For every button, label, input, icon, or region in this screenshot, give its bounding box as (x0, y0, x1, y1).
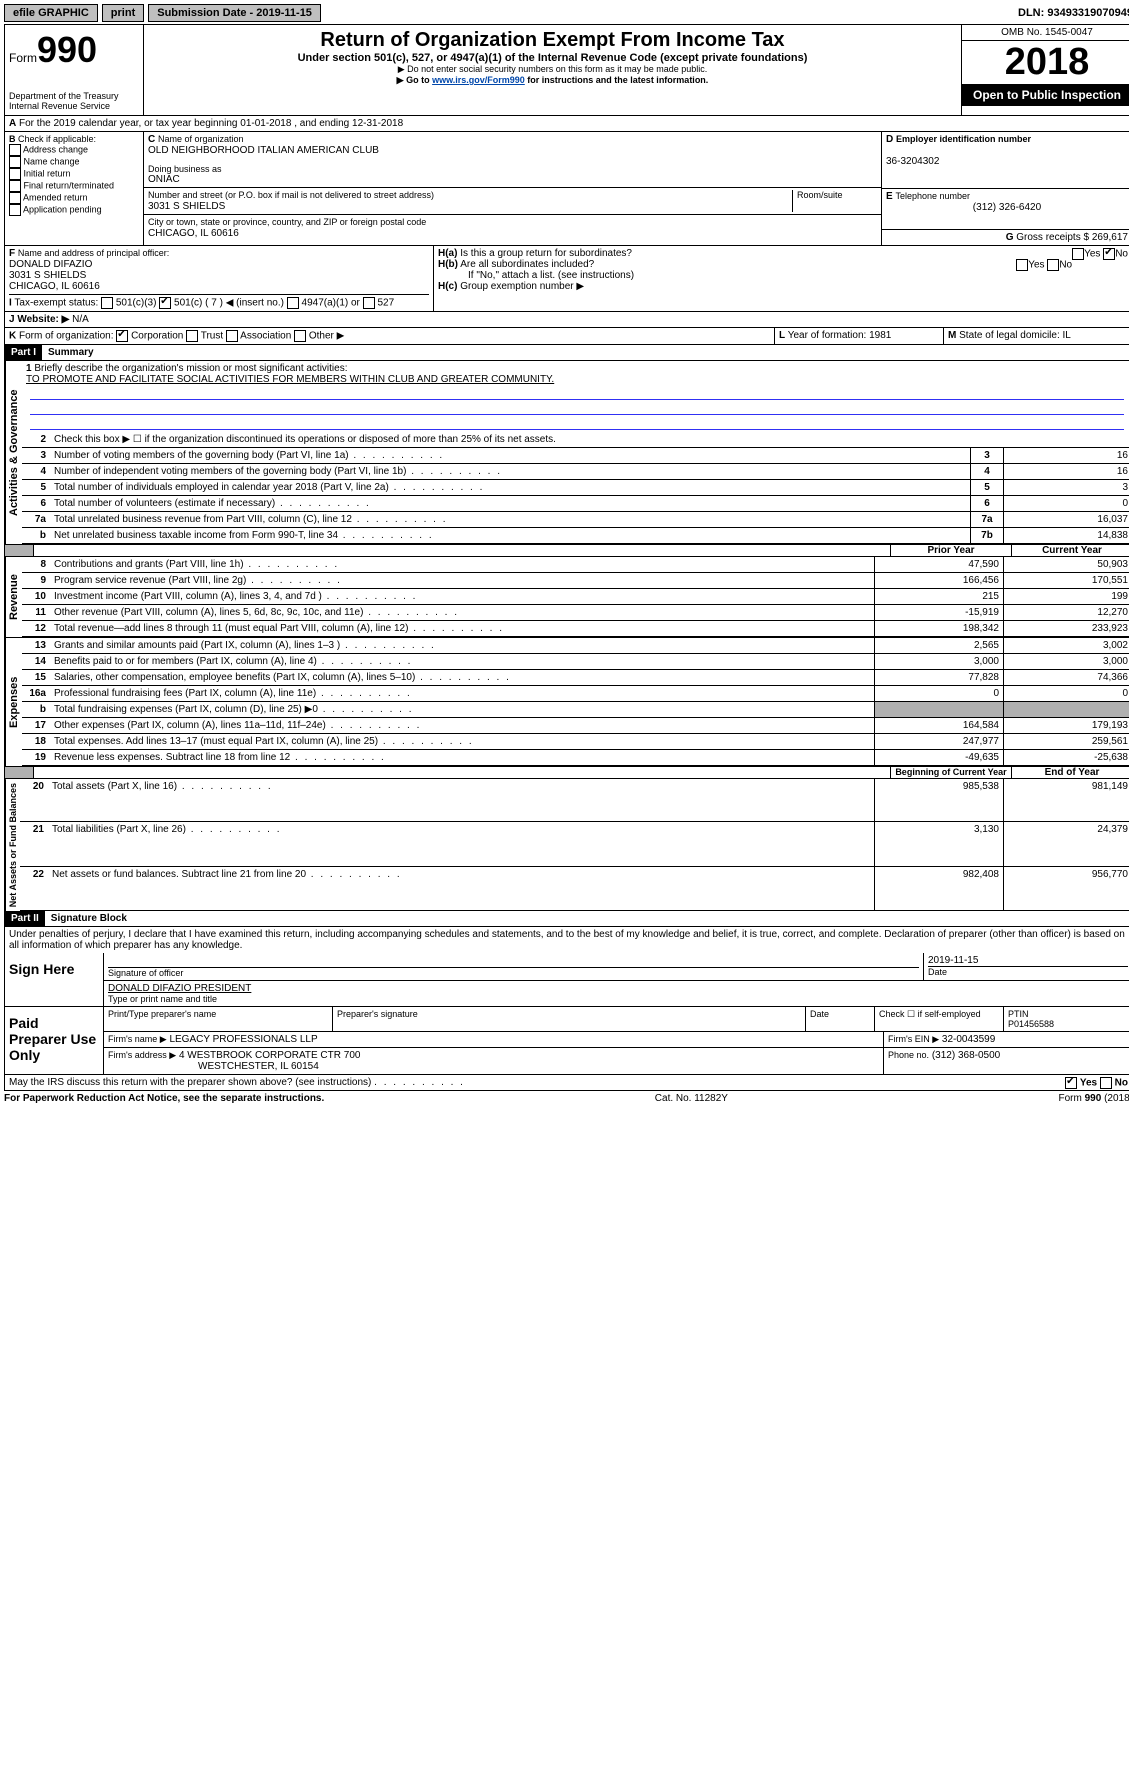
open-public: Open to Public Inspection (962, 84, 1129, 106)
note1: ▶ Do not enter social security numbers o… (148, 64, 957, 75)
gross-receipts: 269,617 (1092, 232, 1128, 243)
firm-addr2: WESTCHESTER, IL 60154 (108, 1061, 319, 1072)
501c-cb[interactable] (159, 297, 171, 309)
sig-date: 2019-11-15 (928, 955, 978, 966)
dln: DLN: 93493319070949 (1018, 7, 1129, 19)
officer-typed: DONALD DIFAZIO PRESIDENT (108, 983, 251, 994)
form-title: Return of Organization Exempt From Incom… (148, 29, 957, 52)
part1-header: Part I Summary (5, 345, 1129, 361)
net-assets-section: Net Assets or Fund Balances 20Total asse… (5, 778, 1129, 911)
firm-addr1: 4 WESTBROOK CORPORATE CTR 700 (179, 1050, 361, 1061)
city: CHICAGO, IL 60616 (148, 228, 239, 239)
note2-pre: ▶ Go to (397, 75, 432, 85)
irs: Internal Revenue Service (9, 101, 139, 111)
declaration: Under penalties of perjury, I declare th… (5, 927, 1129, 953)
name-change-cb[interactable] (9, 156, 21, 168)
org-name: OLD NEIGHBORHOOD ITALIAN AMERICAN CLUB (148, 145, 379, 156)
topbar: efile GRAPHIC print Submission Date - 20… (4, 4, 1129, 22)
dept: Department of the Treasury (9, 91, 139, 101)
efile-btn[interactable]: efile GRAPHIC (4, 4, 98, 22)
addr-change-cb[interactable] (9, 144, 21, 156)
header: Form990 Department of the Treasury Inter… (5, 25, 1129, 116)
box-klm: K Form of organization: Corporation Trus… (5, 328, 1129, 345)
street: 3031 S SHIELDS (148, 201, 225, 212)
year-formed: 1981 (869, 330, 891, 341)
omb: OMB No. 1545-0047 (962, 25, 1129, 41)
boxes-bcdeg: B Check if applicable: Address change Na… (5, 132, 1129, 246)
501c3-cb[interactable] (101, 297, 113, 309)
initial-cb[interactable] (9, 168, 21, 180)
note2-post: for instructions and the latest informat… (525, 75, 709, 85)
phone: (312) 326-6420 (886, 202, 1128, 213)
mission: TO PROMOTE AND FACILITATE SOCIAL ACTIVIT… (26, 374, 554, 385)
note2-link[interactable]: www.irs.gov/Form990 (432, 75, 525, 85)
sign-here-block: Sign Here Signature of officer 2019-11-1… (5, 953, 1129, 1007)
domicile: IL (1063, 330, 1071, 341)
firm-phone: (312) 368-0500 (932, 1050, 1000, 1061)
governance-section: Activities & Governance 1 Briefly descri… (5, 361, 1129, 544)
website: N/A (72, 314, 89, 325)
corp-cb[interactable] (116, 330, 128, 342)
officer-name: DONALD DIFAZIO (9, 259, 92, 270)
form-number: 990 (37, 29, 97, 70)
discuss-row: May the IRS discuss this return with the… (5, 1075, 1129, 1090)
paid-preparer-block: Paid Preparer Use Only Print/Type prepar… (5, 1007, 1129, 1075)
527-cb[interactable] (363, 297, 375, 309)
tax-year: 2018 (962, 41, 1129, 84)
part2-header: Part II Signature Block (5, 911, 1129, 927)
form-label: Form (9, 51, 37, 65)
ein: 36-3204302 (886, 156, 939, 167)
boxes-fhi: F Name and address of principal officer:… (5, 246, 1129, 312)
pending-cb[interactable] (9, 204, 21, 216)
period-a: A For the 2019 calendar year, or tax yea… (5, 116, 1129, 132)
print-btn[interactable]: print (102, 4, 144, 22)
amended-cb[interactable] (9, 192, 21, 204)
footer: For Paperwork Reduction Act Notice, see … (4, 1091, 1129, 1106)
firm-ein: 32-0043599 (942, 1034, 995, 1045)
dba: ONIAC (148, 174, 180, 185)
gov-table: 2Check this box ▶ ☐ if the organization … (22, 432, 1129, 448)
firm-name: LEGACY PROFESSIONALS LLP (169, 1034, 317, 1045)
ptin: P01456588 (1008, 1019, 1054, 1029)
discuss-no-cb[interactable] (1100, 1077, 1112, 1089)
expenses-section: Expenses 13Grants and similar amounts pa… (5, 637, 1129, 766)
form-footer-right: Form 990 (2018) (1059, 1093, 1129, 1104)
subdate-btn: Submission Date - 2019-11-15 (148, 4, 321, 22)
box-j: J Website: ▶ N/A (5, 312, 1129, 328)
form-subtitle: Under section 501(c), 527, or 4947(a)(1)… (148, 52, 957, 64)
discuss-yes-cb[interactable] (1065, 1077, 1077, 1089)
final-cb[interactable] (9, 180, 21, 192)
form-container: Form990 Department of the Treasury Inter… (4, 24, 1129, 1091)
revenue-section: Revenue 8Contributions and grants (Part … (5, 556, 1129, 637)
4947-cb[interactable] (287, 297, 299, 309)
